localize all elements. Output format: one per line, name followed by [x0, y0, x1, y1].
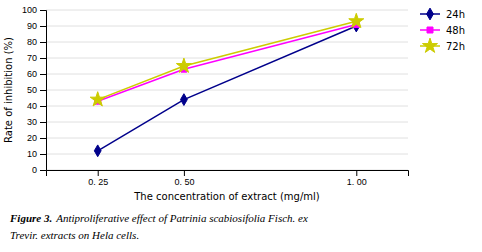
y-tick: 90: [27, 21, 46, 31]
chart: 0. 25 0. 50 1. 00 0 10 20 30 40 50 60 70 80 90 100 The…: [0, 0, 482, 252]
y-tick-mark: [40, 170, 46, 171]
legend-item: 72h: [420, 38, 465, 52]
y-tick-mark: [40, 58, 46, 59]
y-tick: 70: [27, 53, 46, 63]
y-axis-title: Rate of inhibition (%): [3, 37, 14, 143]
y-tick-mark: [40, 154, 46, 155]
point: [181, 94, 188, 106]
x-tick-label: 1. 00: [347, 177, 367, 187]
x-tick-mark: [184, 170, 185, 176]
x-axis-line: [47, 171, 409, 177]
y-tick-label: 100: [22, 5, 37, 15]
y-tick-mark: [40, 74, 46, 75]
caption-text: Trevir. extracts on Hela cells.: [10, 229, 139, 241]
legend-label: 48h: [446, 25, 465, 36]
point: [94, 145, 101, 157]
x-tick: 0. 50: [174, 170, 194, 187]
y-tick: 30: [27, 117, 46, 127]
data: [90, 13, 364, 156]
y-tick-label: 20: [27, 133, 37, 143]
legend: 24h 48h 72h: [420, 8, 465, 52]
legend-marker: [422, 38, 437, 52]
x-axis-title: The concentration of extract (mg/ml): [133, 191, 320, 202]
y-tick-mark: [40, 106, 46, 107]
plot: 0. 25 0. 50 1. 00 0 10 20 30 40 50 60 70 80 90 100: [22, 5, 409, 187]
grid-line: [46, 106, 408, 107]
legend-label: 24h: [446, 9, 465, 20]
x-tick: 1. 00: [347, 170, 367, 187]
y-tick: 100: [22, 5, 46, 15]
y-tick: 20: [27, 133, 46, 143]
y-tick: 40: [27, 101, 46, 111]
x-tick-mark: [356, 170, 357, 176]
caption-text: Antiproliferative effect of Patrinia sca…: [55, 212, 308, 224]
y-tick: 80: [27, 37, 46, 47]
y-tick-mark: [40, 26, 46, 27]
grid-line: [46, 42, 408, 43]
y-tick-mark: [40, 10, 46, 11]
point: [176, 58, 191, 72]
point: [349, 13, 364, 27]
y-tick-label: 30: [27, 117, 37, 127]
point: [90, 92, 105, 106]
grid-line: [46, 122, 408, 123]
y-tick-label: 50: [27, 85, 37, 95]
grid: [46, 10, 408, 170]
series-line: [98, 24, 357, 101]
y-tick-label: 90: [27, 21, 37, 31]
grid-line: [46, 154, 408, 155]
x-axis: 0. 25 0. 50 1. 00: [47, 170, 409, 187]
caption: Figure 3.Antiproliferative effect of Pat…: [9, 212, 308, 241]
y-tick-label: 0: [32, 165, 37, 175]
grid-line: [46, 10, 408, 11]
y-tick-mark: [40, 138, 46, 139]
y-tick: 60: [27, 69, 46, 79]
y-tick-mark: [40, 42, 46, 43]
series-line: [98, 21, 357, 99]
grid-line: [46, 90, 408, 91]
y-tick-label: 40: [27, 101, 37, 111]
legend-item: 48h: [420, 25, 465, 36]
y-tick-label: 10: [27, 149, 37, 159]
y-tick: 0: [32, 165, 46, 175]
grid-line: [46, 74, 408, 75]
y-tick: 50: [27, 85, 46, 95]
caption-text: Figure 3.: [9, 212, 52, 224]
series-line: [98, 26, 357, 151]
x-tick-mark: [98, 170, 99, 176]
y-axis: 0 10 20 30 40 50 60 70 80 90 100: [22, 5, 47, 175]
legend-marker: [427, 8, 434, 20]
legend-label: 72h: [446, 41, 465, 52]
x-tick-label: 0. 50: [174, 177, 194, 187]
y-axis-line: [40, 11, 47, 171]
x-tick: 0. 25: [88, 170, 108, 187]
y-tick-label: 60: [27, 69, 37, 79]
y-tick-label: 80: [27, 37, 37, 47]
y-tick-mark: [40, 122, 46, 123]
y-tick: 10: [27, 149, 46, 159]
x-tick-label: 0. 25: [88, 177, 108, 187]
legend-marker: [427, 27, 433, 33]
y-tick-mark: [40, 90, 46, 91]
y-tick-label: 70: [27, 53, 37, 63]
grid-line: [46, 138, 408, 139]
legend-item: 24h: [420, 8, 465, 20]
